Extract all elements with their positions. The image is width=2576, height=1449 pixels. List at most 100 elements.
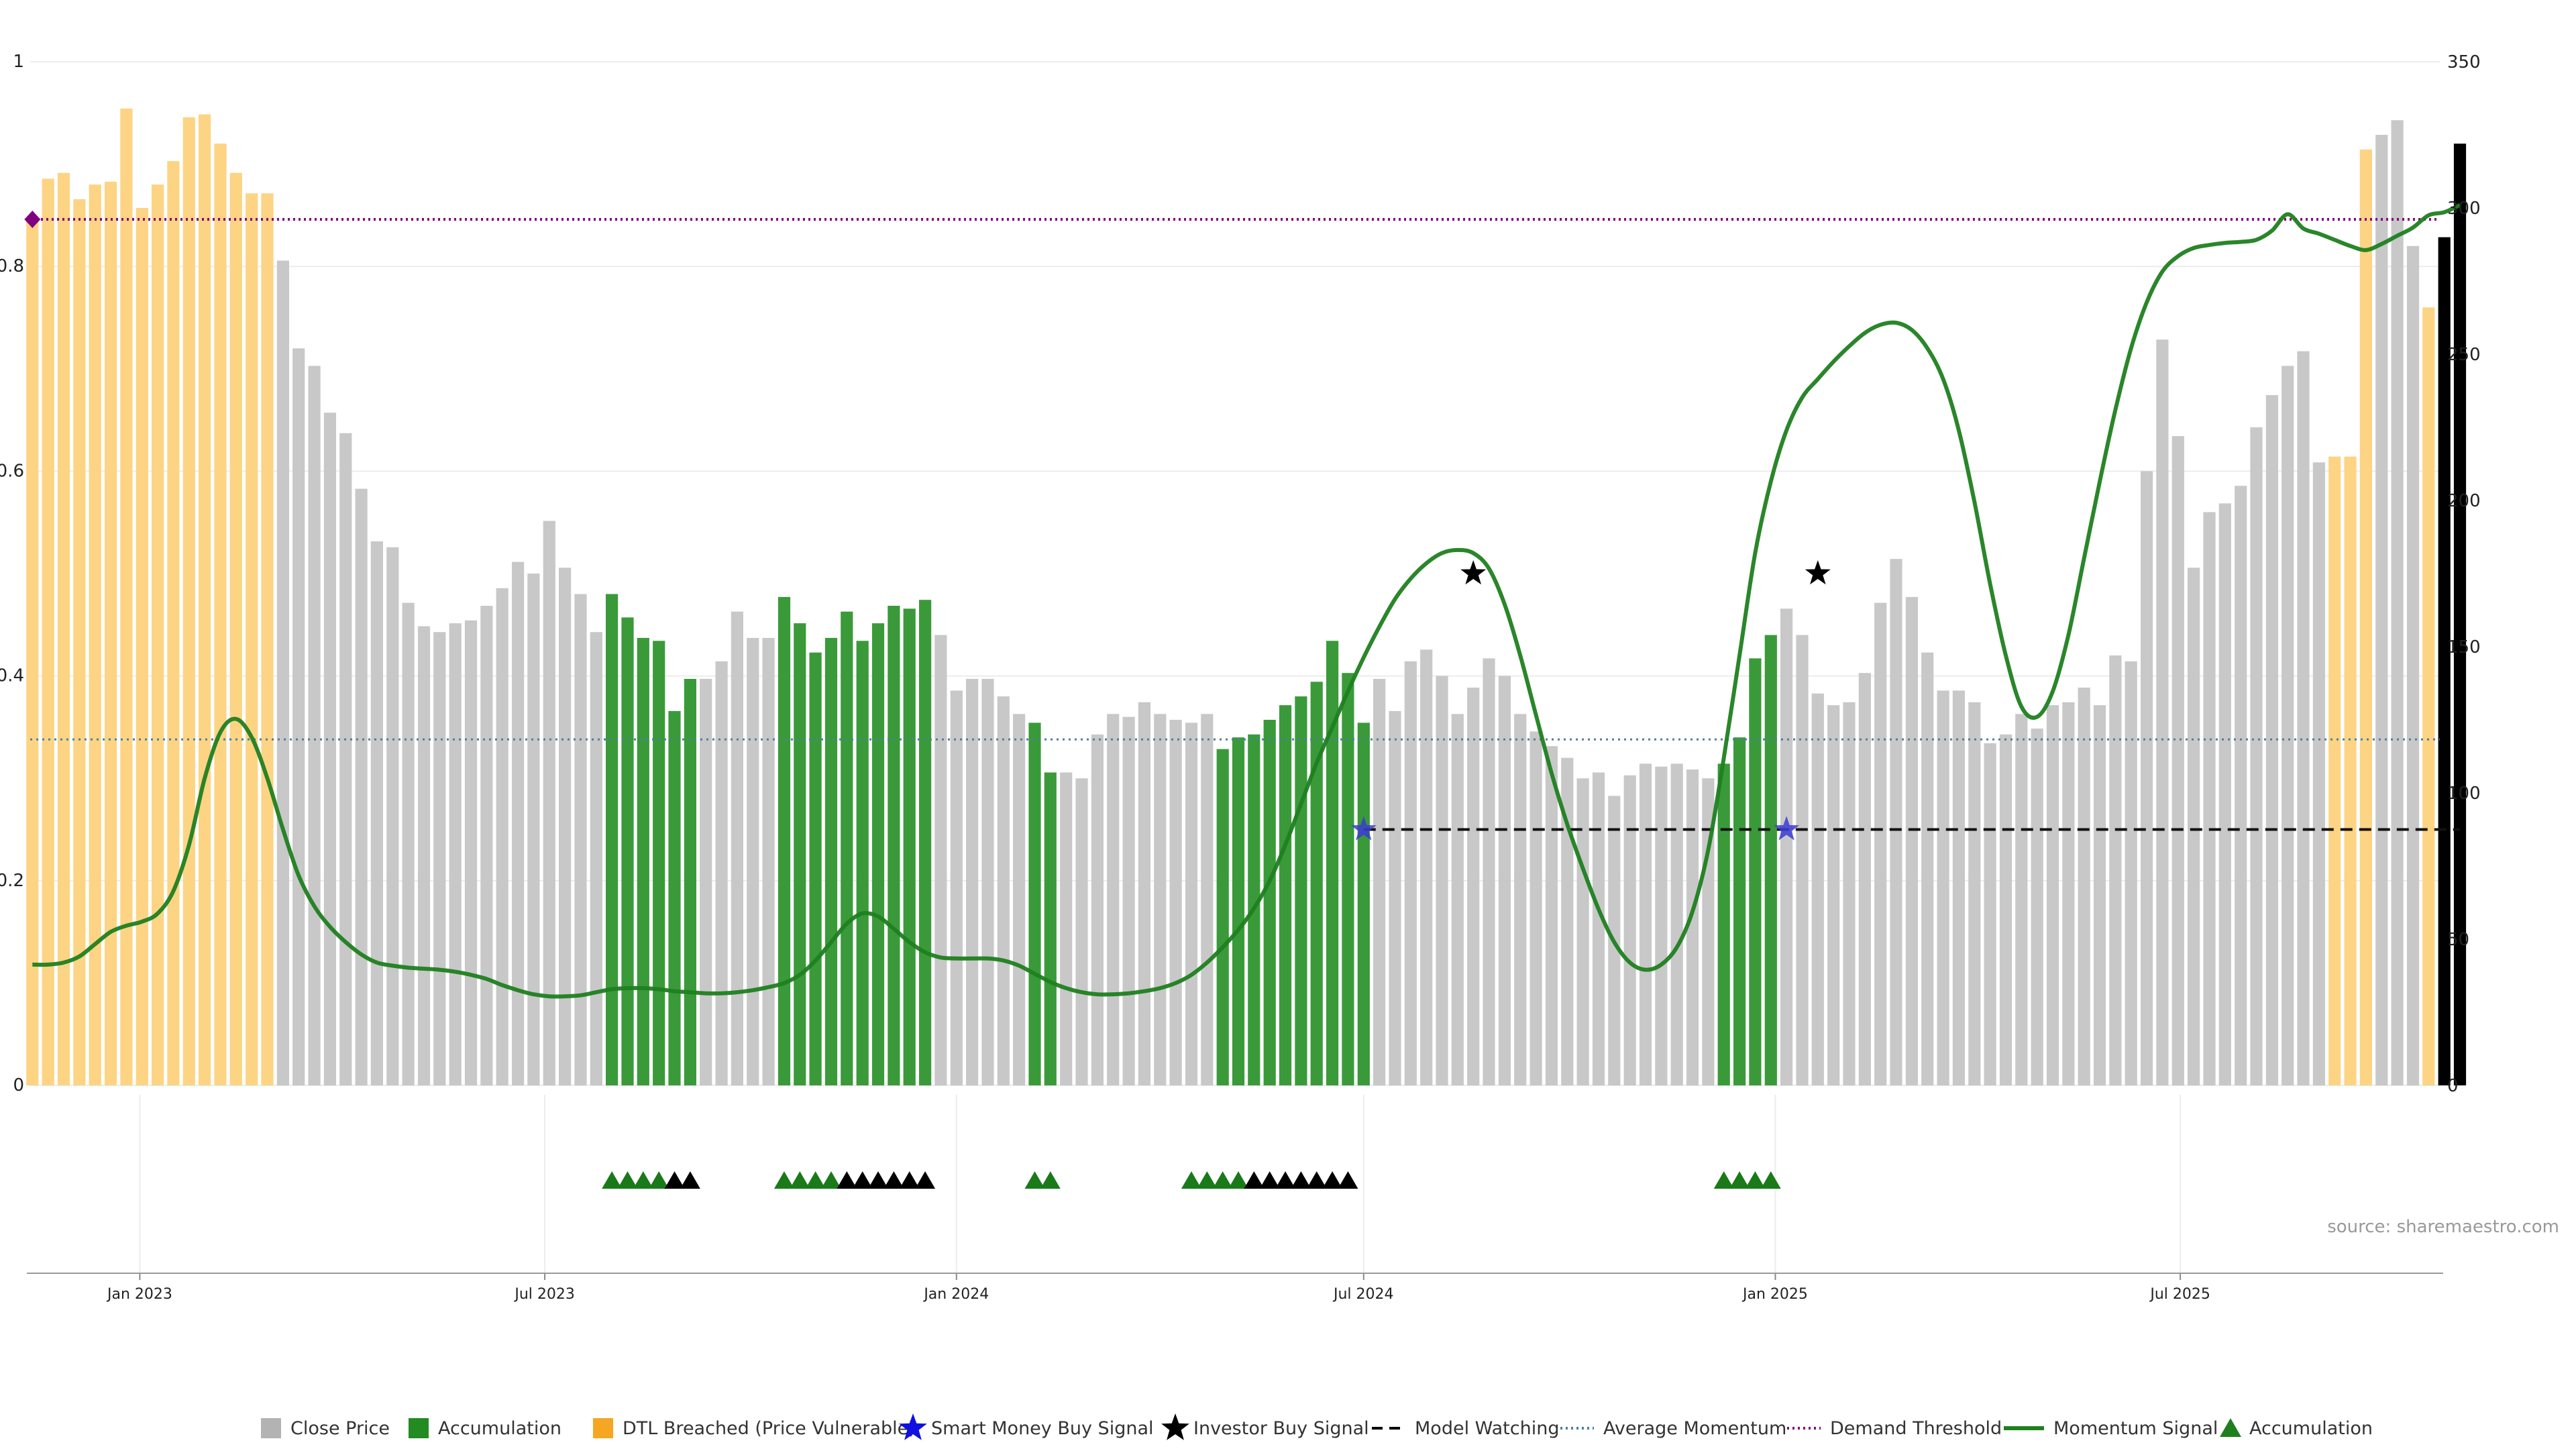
accumulation-triangle-marker — [1338, 1171, 1358, 1189]
dtl-breached-bar — [246, 193, 258, 1086]
legend-item: Accumulation — [409, 1418, 561, 1439]
dtl-breached-bar — [214, 144, 227, 1086]
x-tick-label: Jan 2023 — [106, 1286, 172, 1303]
legend-triangle-icon — [2220, 1418, 2241, 1437]
close-price-bar — [762, 637, 775, 1085]
investor-buy-signal-star — [1460, 560, 1487, 585]
close-price-bar — [1686, 769, 1699, 1085]
accumulation-triangle-marker — [1745, 1171, 1766, 1189]
demand-threshold-marker — [24, 211, 41, 229]
accumulation-bar — [684, 679, 696, 1085]
accumulation-triangle-marker — [649, 1171, 669, 1189]
close-price-bar — [339, 433, 352, 1085]
close-price-bar — [1404, 661, 1417, 1085]
dtl-breached-bar — [229, 172, 242, 1086]
close-price-bar — [1436, 676, 1448, 1085]
close-price-bar — [1201, 714, 1214, 1085]
accumulation-bar — [809, 652, 822, 1085]
accumulation-triangle-marker — [1181, 1171, 1201, 1189]
close-price-bar — [480, 606, 493, 1085]
close-price-bar — [715, 661, 728, 1085]
close-price-bar — [2046, 705, 2059, 1085]
close-price-bar — [355, 488, 368, 1085]
close-price-bar — [1921, 652, 1934, 1085]
close-price-bar — [981, 679, 994, 1085]
close-price-bar — [966, 679, 979, 1085]
close-price-bar — [2062, 702, 2075, 1085]
close-price-bar — [1013, 714, 1026, 1085]
close-price-bar — [2218, 503, 2231, 1085]
accumulation-bar — [871, 623, 885, 1085]
accumulation-triangle-marker — [1713, 1171, 1734, 1189]
close-price-bar — [1999, 734, 2012, 1085]
legend-item: Accumulation — [2220, 1418, 2373, 1439]
close-price-bar — [2093, 705, 2106, 1085]
legend-label: Close Price — [290, 1418, 390, 1439]
legend-layer: Close Price Accumulation DTL Breached (Pri… — [261, 1413, 2373, 1440]
close-price-bar — [1811, 693, 1824, 1085]
accumulation-triangle-marker — [1024, 1171, 1045, 1189]
close-price-bar — [1514, 714, 1527, 1085]
close-price-bar — [1498, 676, 1511, 1085]
close-price-bar — [308, 366, 321, 1085]
legend-label: Accumulation — [438, 1418, 561, 1439]
legend-label: Model Watching — [1415, 1418, 1559, 1439]
close-price-bar — [292, 348, 305, 1085]
close-price-bar — [512, 561, 525, 1085]
accumulation-bar — [1733, 737, 1746, 1085]
close-price-bar — [2406, 246, 2420, 1086]
accumulation-triangle-marker — [1275, 1171, 1296, 1189]
y-right-tick-label: 50 — [2447, 930, 2469, 950]
close-price-bar — [1451, 714, 1464, 1085]
accumulation-triangle-marker — [773, 1171, 794, 1189]
accumulation-triangle-marker — [805, 1171, 826, 1189]
x-tick-label: Jan 2024 — [922, 1286, 989, 1303]
legend-item: Momentum Signal — [2004, 1418, 2218, 1439]
accumulation-bar — [1044, 772, 1057, 1085]
legend-label: Investor Buy Signal — [1193, 1418, 1369, 1439]
legend-item: Investor Buy Signal — [1161, 1413, 1369, 1440]
accumulation-bar — [824, 637, 838, 1085]
accumulation-triangle-marker — [790, 1171, 810, 1189]
momentum-signal-line — [32, 203, 2461, 999]
close-price-bar — [386, 547, 399, 1085]
close-price-bar — [2125, 661, 2137, 1085]
accumulation-bar — [777, 596, 791, 1085]
dtl-breached-bar — [152, 184, 164, 1086]
dtl-breached-bar — [57, 172, 70, 1086]
close-price-bar — [2109, 655, 2122, 1085]
close-price-bar — [2141, 471, 2153, 1085]
y-left-tick-label: 0.4 — [0, 666, 24, 686]
close-price-bar — [1670, 763, 1683, 1085]
close-price-bar — [449, 623, 462, 1085]
close-price-bar — [2188, 568, 2200, 1085]
accumulation-triangle-marker — [1729, 1171, 1750, 1189]
axis-layer: 0 0.2 0.4 0.6 0.8 1 0 50 100 150 200 250 300 350 Jan 2… — [0, 52, 2481, 1303]
accumulation-triangle-marker — [1760, 1171, 1781, 1189]
legend-star-icon — [1161, 1413, 1189, 1440]
close-price-bar — [2297, 351, 2310, 1085]
y-left-tick-label: 0.2 — [0, 871, 24, 891]
accumulation-triangle-marker — [1291, 1171, 1311, 1189]
close-price-bar — [700, 679, 712, 1085]
accumulation-bar — [903, 608, 916, 1085]
accumulation-triangle-marker — [1244, 1171, 1265, 1189]
close-price-bar — [323, 413, 336, 1085]
accumulation-bar — [637, 637, 649, 1085]
legend-item: Model Watching — [1372, 1418, 1559, 1439]
close-price-bar — [496, 588, 508, 1085]
accumulation-triangle-marker — [1259, 1171, 1280, 1189]
undefined — [2438, 237, 2451, 1086]
source-credit: source: sharemaestro.com — [2327, 1217, 2559, 1237]
legend-item: Smart Money Buy Signal — [899, 1413, 1154, 1440]
y-right-tick-label: 100 — [2447, 784, 2481, 804]
close-price-bar — [2312, 462, 2325, 1085]
close-price-bar — [1545, 746, 1558, 1085]
dtl-breached-bar — [2422, 307, 2435, 1086]
grid-layer — [30, 61, 2440, 1273]
accumulation-triangle-marker — [915, 1171, 936, 1189]
accumulation-triangle-marker — [1212, 1171, 1233, 1189]
line-layer — [30, 203, 2461, 999]
close-price-bar — [1858, 673, 1871, 1085]
dtl-breached-bar — [2344, 456, 2357, 1085]
